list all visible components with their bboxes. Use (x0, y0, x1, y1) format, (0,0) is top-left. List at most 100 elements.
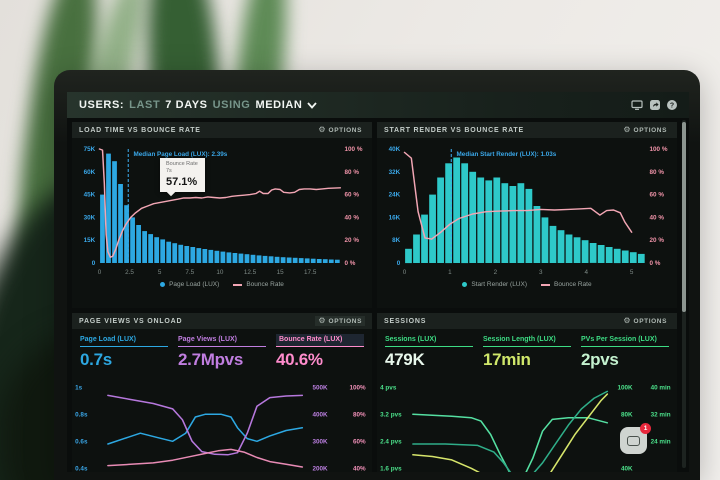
panel-grid: LOAD TIME VS BOUNCE RATE ⚙ OPTIONS 75K 60… (72, 122, 677, 472)
dashboard-screen: USERS: LAST 7 DAYS USING MEDIAN (67, 92, 689, 472)
panel-load-time: LOAD TIME VS BOUNCE RATE ⚙ OPTIONS 75K 60… (72, 122, 372, 308)
start-render-chart[interactable]: 40K 32K 24K 16K 8K 0 100 % 80 % 60 % 40 % 20 % 0 % 0… (377, 141, 677, 279)
metric: Session Length (LUX) 17min (483, 334, 571, 370)
bounce-rate-line (403, 151, 633, 240)
chat-widget-button[interactable]: 1 (620, 423, 651, 454)
chevron-down-icon (307, 101, 318, 109)
panel-title: LOAD TIME VS BOUNCE RATE (79, 126, 201, 134)
metric-label: Page Views (LUX) (178, 334, 266, 347)
svg-text:80 %: 80 % (345, 169, 360, 176)
metric-label: Bounce Rate (LUX) (276, 334, 364, 347)
svg-text:5: 5 (158, 269, 162, 276)
axis-ticks: 1s 0.8s 0.6s 0.4s 500K 400K 300K 200K 100% 80% 60%… (75, 384, 366, 472)
metric-row: Page Load (LUX) 0.7s Page Views (LUX) 2.7Mp… (72, 329, 372, 372)
svg-text:40 %: 40 % (650, 215, 665, 222)
svg-text:24 min: 24 min (651, 438, 671, 445)
svg-text:Median Page Load (LUX): 2.39s: Median Page Load (LUX): 2.39s (134, 151, 228, 158)
svg-text:0: 0 (397, 260, 401, 267)
series-line (412, 390, 609, 472)
chart-legend: Start Render (LUX) Bounce Rate (377, 281, 677, 288)
header-toolbar: ? (631, 100, 677, 110)
notification-badge: 1 (640, 423, 651, 434)
load-time-chart[interactable]: 75K 60K 45K 30K 15K 0 100 % 80 % 60 % 40 % 20 % 0 %… (72, 141, 372, 279)
metric: Bounce Rate (LUX) 40.6% (276, 334, 364, 370)
svg-text:15K: 15K (84, 237, 96, 244)
panel-header: START RENDER VS BOUNCE RATE ⚙ OPTIONS (377, 122, 677, 138)
legend-item: Bounce Rate (233, 281, 284, 288)
panel-title: SESSIONS (384, 317, 427, 325)
svg-text:500K: 500K (313, 384, 329, 391)
gear-icon: ⚙ (318, 125, 326, 134)
users-timeframe-dropdown[interactable]: USERS: LAST 7 DAYS USING MEDIAN (79, 99, 318, 111)
svg-text:20 %: 20 % (345, 237, 360, 244)
dashboard-header: USERS: LAST 7 DAYS USING MEDIAN (67, 92, 689, 118)
header-segment: MEDIAN (255, 99, 303, 111)
options-button[interactable]: ⚙ OPTIONS (315, 316, 365, 326)
svg-text:60%: 60% (353, 438, 366, 445)
share-icon[interactable] (650, 100, 660, 110)
scrollbar-thumb[interactable] (682, 122, 686, 312)
svg-text:8K: 8K (392, 237, 401, 244)
scrollbar-track (682, 120, 686, 468)
svg-text:40K: 40K (389, 146, 401, 153)
header-segment: USERS: (79, 99, 125, 111)
svg-text:80 %: 80 % (650, 169, 665, 176)
legend-item: Page Load (LUX) (160, 281, 219, 288)
svg-text:32K: 32K (389, 169, 401, 176)
bounce-rate-line (98, 148, 342, 259)
svg-text:400K: 400K (313, 411, 329, 418)
page-views-chart[interactable]: 1s 0.8s 0.6s 0.4s 500K 400K 300K 200K 100% 80% 60%… (72, 375, 372, 472)
header-segment: USING (212, 99, 251, 111)
svg-text:0: 0 (98, 269, 102, 276)
monitor-icon[interactable] (631, 100, 643, 110)
legend-label: Page Load (LUX) (169, 281, 220, 288)
svg-text:60 %: 60 % (345, 192, 360, 199)
panel-header: SESSIONS ⚙ OPTIONS (377, 313, 677, 329)
metric-value: 17min (483, 350, 531, 369)
svg-text:3.2 pvs: 3.2 pvs (380, 411, 402, 418)
metric-value: 479K (385, 350, 425, 369)
chart-legend: Page Load (LUX) Bounce Rate (72, 281, 372, 288)
gear-icon: ⚙ (623, 125, 631, 134)
series-line (107, 448, 304, 468)
metric-value: 2pvs (581, 350, 619, 369)
svg-text:75K: 75K (84, 146, 96, 153)
laptop: USERS: LAST 7 DAYS USING MEDIAN (54, 70, 700, 480)
options-button[interactable]: ⚙ OPTIONS (623, 125, 667, 134)
legend-label: Bounce Rate (554, 281, 592, 288)
legend-line-icon (233, 283, 243, 286)
histogram-bars (100, 153, 340, 263)
svg-text:2.5: 2.5 (125, 269, 134, 276)
metric-label: PVs Per Session (LUX) (581, 334, 669, 347)
metric-value: 40.6% (276, 350, 323, 369)
svg-text:0.8s: 0.8s (75, 411, 88, 418)
svg-text:4: 4 (584, 269, 588, 276)
metric-value: 2.7Mpvs (178, 350, 243, 369)
help-icon[interactable]: ? (667, 100, 677, 110)
metric-label: Sessions (LUX) (385, 334, 473, 347)
svg-text:30K: 30K (84, 215, 96, 222)
svg-text:40 %: 40 % (345, 215, 360, 222)
svg-text:80%: 80% (353, 411, 366, 418)
svg-text:0.4s: 0.4s (75, 465, 88, 472)
svg-text:45K: 45K (84, 192, 96, 199)
svg-text:1s: 1s (75, 384, 83, 391)
options-button[interactable]: ⚙ OPTIONS (623, 316, 667, 325)
series-line (107, 413, 304, 445)
svg-text:60 %: 60 % (650, 192, 665, 199)
metric: Page Views (LUX) 2.7Mpvs (178, 334, 266, 370)
svg-text:0: 0 (403, 269, 407, 276)
svg-text:100K: 100K (618, 384, 634, 391)
svg-text:100%: 100% (349, 384, 366, 391)
svg-text:40 min: 40 min (651, 384, 671, 391)
legend-item: Start Render (LUX) (462, 281, 527, 288)
svg-text:17.5: 17.5 (304, 269, 317, 276)
svg-text:1.6 pvs: 1.6 pvs (380, 465, 402, 472)
svg-text:80K: 80K (621, 411, 633, 418)
gear-icon: ⚙ (623, 316, 631, 325)
options-button[interactable]: ⚙ OPTIONS (318, 125, 362, 134)
gear-icon: ⚙ (318, 316, 326, 325)
